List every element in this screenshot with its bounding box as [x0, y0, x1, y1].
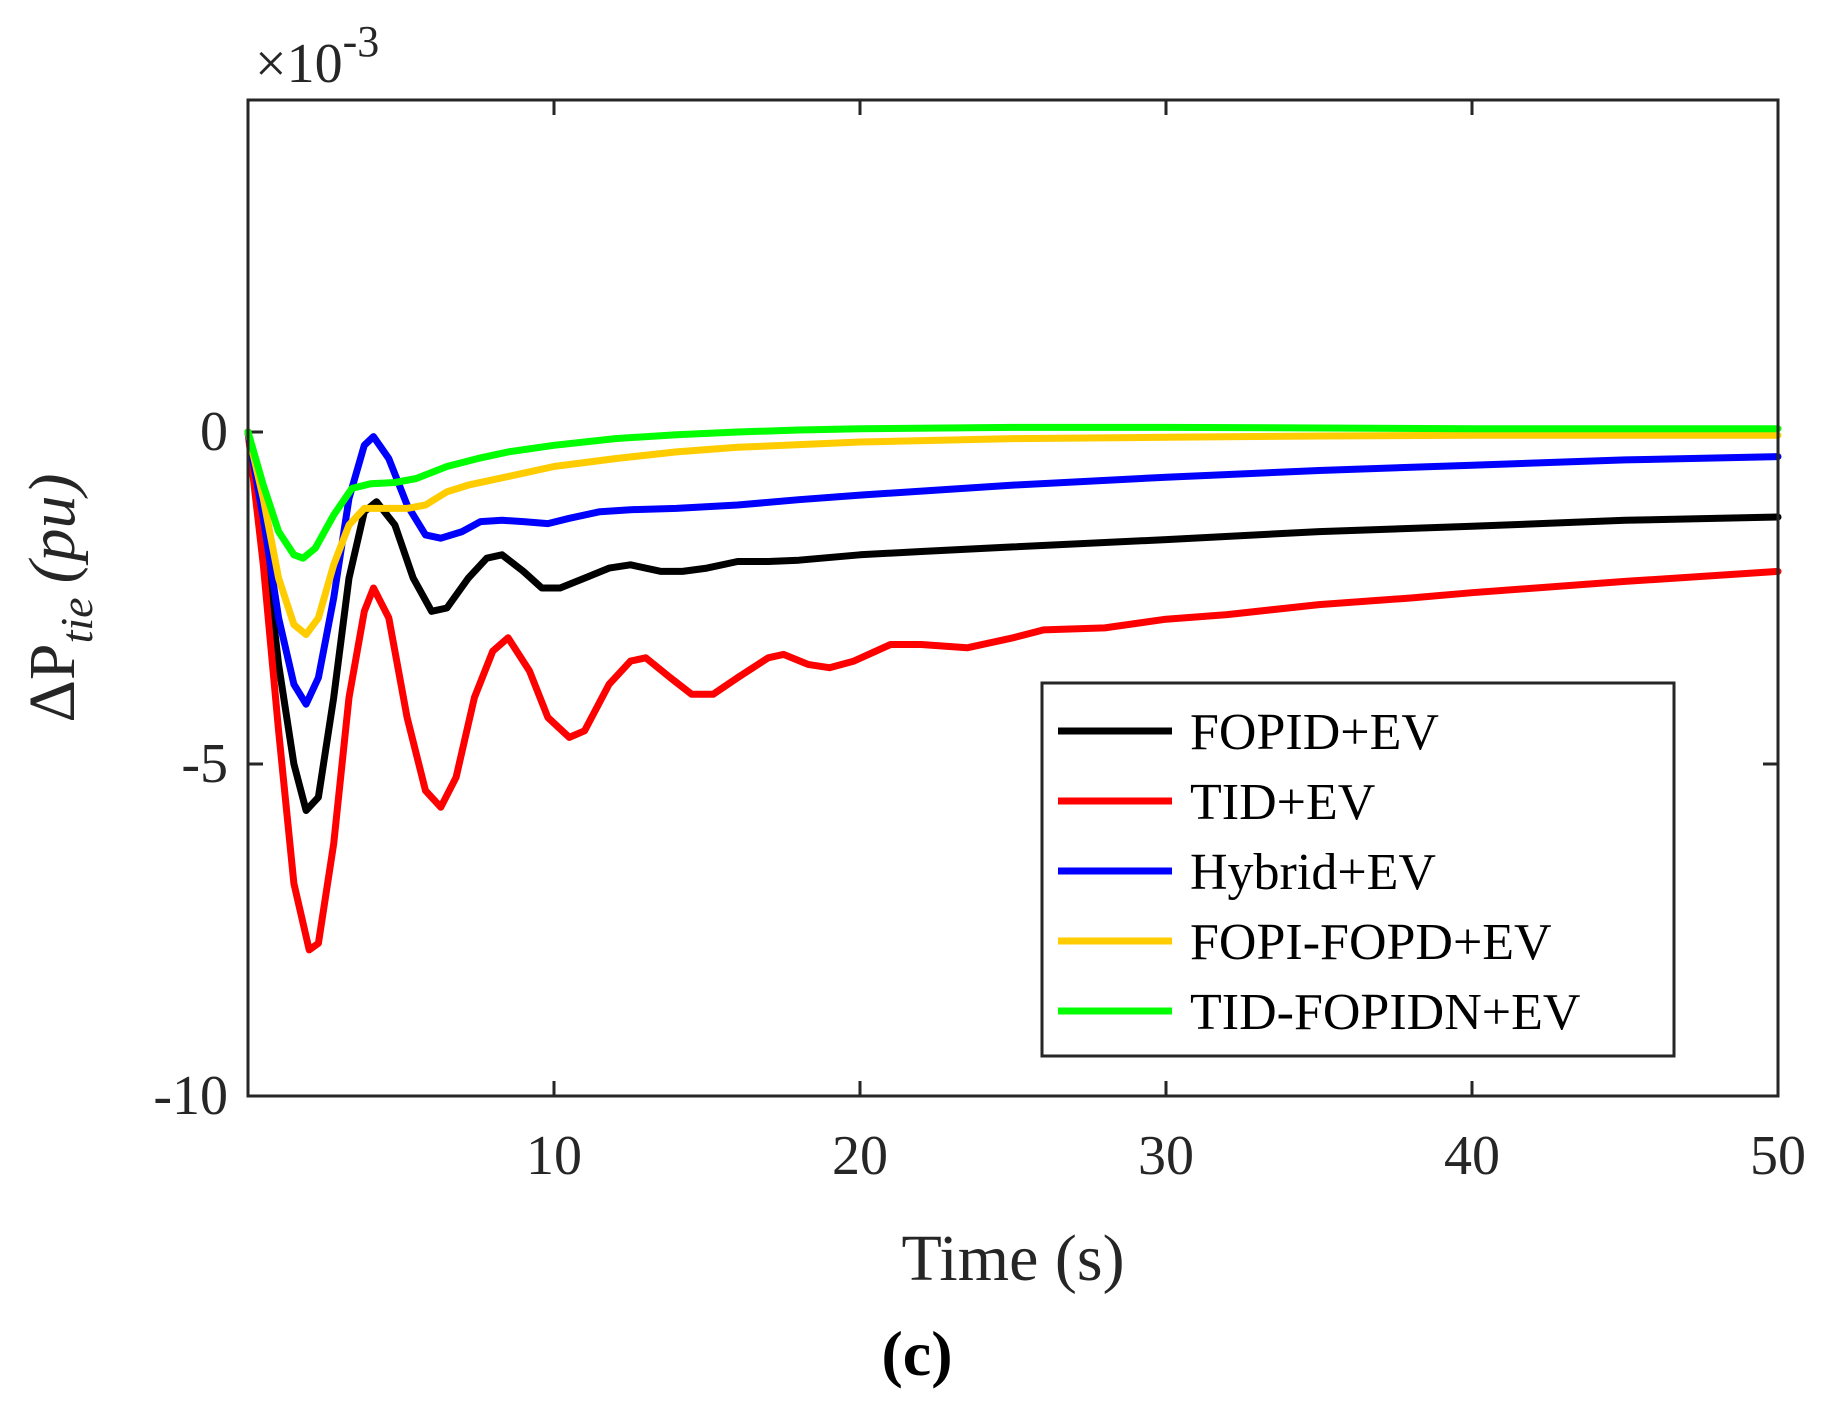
y-axis-label-unit: (pu) — [16, 473, 89, 583]
series-line-4 — [244, 428, 1782, 638]
tick-labels: 10 20 30 40 50 -10 -5 0 — [153, 401, 1806, 1187]
series-line-3 — [244, 428, 1782, 708]
series-line-2 — [244, 428, 1782, 954]
y-tick-label: -5 — [181, 733, 228, 795]
plot-frame — [246, 98, 1780, 1098]
legend-label-2: TID+EV — [1190, 774, 1375, 831]
legend-label-3: Hybrid+EV — [1190, 844, 1436, 901]
y-tick-label: -10 — [153, 1065, 228, 1127]
y-axis-label-prefix: ΔP — [16, 643, 89, 722]
x-axis-label: Time (s) — [901, 1222, 1124, 1295]
x-tick-label: 40 — [1444, 1125, 1500, 1187]
x-tick-label: 10 — [526, 1125, 582, 1187]
y-exponent-power: -3 — [343, 17, 380, 66]
y-exponent-base-text: ×10 — [255, 33, 343, 95]
x-tick-label: 20 — [832, 1125, 888, 1187]
y-axis-label-subscript: tie — [51, 597, 102, 643]
series-line-1 — [244, 428, 1782, 814]
x-tick-label: 30 — [1138, 1125, 1194, 1187]
legend: FOPID+EV TID+EV Hybrid+EV FOPI-FOPD+EV TID-F… — [1040, 681, 1676, 1058]
legend-label-1: FOPID+EV — [1190, 704, 1439, 761]
x-tick-label: 50 — [1750, 1125, 1806, 1187]
y-exponent-base: ×10-3 — [255, 17, 379, 95]
y-axis-label: ΔPtie (pu) — [16, 473, 102, 722]
legend-label-5: TID-FOPIDN+EV — [1190, 984, 1580, 1041]
figure-caption: (c) — [881, 1318, 952, 1389]
y-tick-label: 0 — [200, 401, 228, 463]
series-line-5 — [244, 423, 1782, 562]
series-lines — [244, 423, 1782, 954]
legend-label-4: FOPI-FOPD+EV — [1190, 914, 1552, 971]
